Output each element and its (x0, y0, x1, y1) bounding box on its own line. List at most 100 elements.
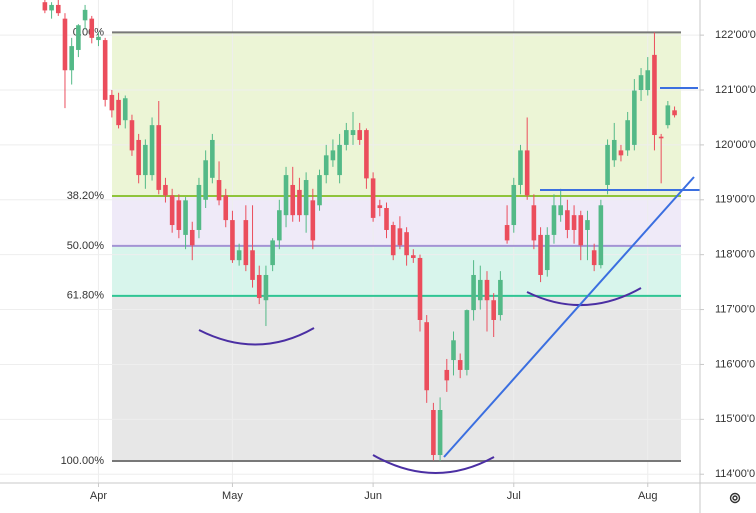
grid (0, 0, 700, 483)
candle-body (390, 225, 396, 256)
candle-body (277, 210, 282, 241)
x-tick-label: Aug (638, 490, 658, 502)
candle-body (511, 184, 517, 226)
candle-body (49, 4, 54, 11)
x-tick-label: Jun (364, 490, 382, 502)
candle-body (370, 178, 376, 218)
candle-body (544, 234, 550, 271)
candle-body (424, 322, 429, 391)
y-tick-label: 121'00'0 (715, 84, 756, 96)
candle-body (652, 54, 657, 136)
candle-body (344, 130, 349, 145)
candle-body (149, 125, 155, 176)
fib-label: 38.20% (67, 190, 105, 202)
candle-body (357, 130, 363, 140)
candle-body (364, 130, 369, 179)
x-tick-label: Jul (507, 490, 521, 502)
candle-body (404, 232, 409, 256)
axes: 114'00'0 115'00'0 116'00'0 117'00'0 118'00'0… (90, 29, 756, 502)
candle-body (571, 215, 577, 230)
candle-body (397, 228, 403, 246)
candle-body (477, 279, 483, 301)
candle-body (377, 205, 383, 209)
candle-body (337, 144, 342, 176)
candle-body (658, 136, 664, 139)
candle-body (310, 200, 316, 241)
candle-body (618, 150, 624, 156)
candle-body (417, 257, 423, 320)
candle-body (665, 105, 671, 126)
arc (198, 327, 315, 346)
settings-icon[interactable] (729, 492, 741, 504)
fib-label: 61.80% (67, 290, 105, 302)
candle-body (176, 200, 182, 230)
fib-zone (112, 32, 681, 196)
candle-body (183, 200, 188, 235)
candle-body (143, 144, 148, 176)
candle-body (645, 70, 651, 91)
candle-body (210, 139, 215, 178)
candle-body (243, 220, 249, 266)
candle-body (317, 175, 322, 206)
candle-body (491, 300, 496, 320)
candle-body (504, 225, 510, 241)
candle-body (551, 205, 557, 235)
candle-body (96, 36, 101, 41)
candle-body (297, 189, 302, 216)
candle-body (565, 210, 570, 230)
y-tick-label: 116'00'0 (715, 358, 755, 370)
candles (42, 0, 677, 462)
arc (526, 287, 642, 306)
candle-body (76, 25, 81, 50)
candle-body (451, 340, 456, 361)
candle-body (558, 205, 563, 216)
candle-body (350, 130, 356, 136)
trend-line (443, 176, 695, 458)
candle-body (236, 250, 242, 261)
y-tick-label: 120'00'0 (715, 139, 756, 151)
y-tick-label: 115'00'0 (715, 413, 755, 425)
candle-body (156, 125, 162, 190)
candle-body (223, 195, 229, 221)
candle-body (163, 184, 168, 196)
candle-body (611, 139, 617, 161)
candle-body (82, 9, 88, 21)
candle-body (484, 279, 490, 301)
candle-body (471, 274, 476, 311)
candle-body (283, 175, 289, 216)
y-tick-label: 117'00'0 (715, 303, 755, 315)
candle-body (638, 75, 644, 91)
gear[interactable] (729, 492, 741, 504)
arc (372, 454, 495, 474)
candle-body (323, 155, 329, 176)
candle-body (109, 94, 115, 111)
candle-body (216, 180, 222, 201)
candle-body (290, 184, 296, 216)
y-tick-label: 119'00'0 (715, 194, 755, 206)
candle-body (591, 250, 597, 266)
gear-hole[interactable] (732, 495, 738, 501)
annotations (198, 87, 700, 474)
candle-body (431, 410, 436, 456)
y-tick-label: 114'00'0 (715, 468, 755, 480)
fib-label: 50.00% (67, 240, 105, 252)
candle-body (102, 40, 108, 100)
y-tick-label: 122'00'0 (715, 29, 756, 41)
candle-body (256, 274, 262, 299)
candle-body (498, 279, 503, 316)
candle-body (464, 310, 470, 370)
candle-body (457, 360, 463, 370)
x-tick-label: Apr (90, 490, 107, 502)
candle-body (518, 150, 523, 185)
candle-body (578, 215, 584, 246)
candle-body (89, 18, 95, 38)
candle-body (632, 90, 637, 145)
candle-body (437, 410, 443, 456)
candle-body (531, 205, 537, 241)
candle-body (69, 46, 74, 71)
candle-body (672, 110, 677, 116)
candle-body (62, 18, 68, 71)
candle-body (303, 180, 309, 216)
candle-body (203, 160, 208, 200)
candle-body (444, 369, 450, 381)
